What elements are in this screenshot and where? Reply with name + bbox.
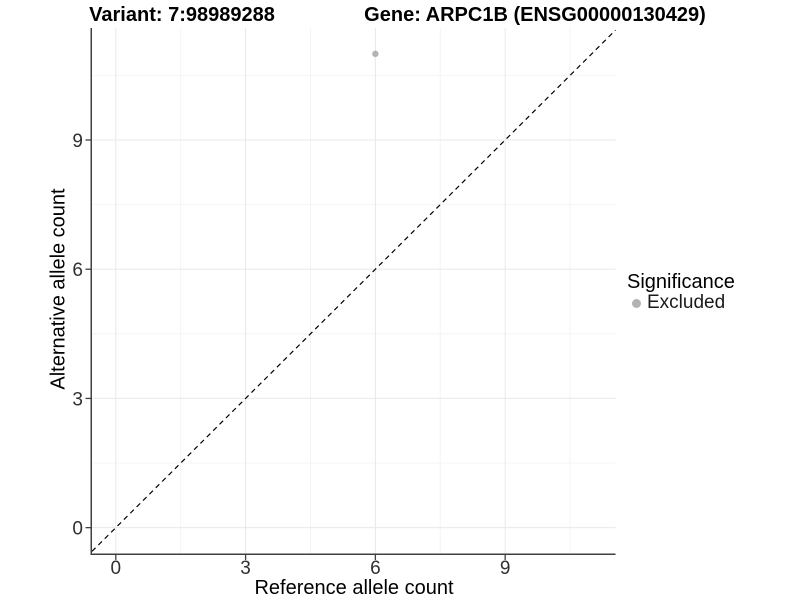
x-tick-label: 0 bbox=[111, 558, 122, 579]
y-tick-label: 6 bbox=[72, 260, 83, 281]
data-point bbox=[372, 50, 379, 58]
y-tick-label: 3 bbox=[72, 389, 83, 410]
legend-item-excluded: Excluded bbox=[627, 292, 735, 313]
x-tick-label: 9 bbox=[500, 558, 511, 579]
y-axis-title: Alternative allele count bbox=[47, 188, 70, 390]
y-tick-label: 0 bbox=[72, 519, 83, 540]
plot-title-variant: Variant: 7:98989288 bbox=[89, 4, 275, 26]
x-tick-label: 6 bbox=[370, 558, 381, 579]
legend-title: Significance bbox=[627, 271, 735, 293]
y-tick-label: 9 bbox=[72, 131, 83, 152]
x-axis-title: Reference allele count bbox=[254, 577, 454, 599]
legend: Significance Excluded bbox=[627, 271, 735, 313]
identity-line bbox=[91, 29, 616, 552]
legend-point-icon bbox=[632, 298, 641, 308]
x-tick-label: 3 bbox=[240, 558, 251, 579]
legend-item-label: Excluded bbox=[647, 292, 726, 313]
plot-title-gene: Gene: ARPC1B (ENSG00000130429) bbox=[364, 4, 706, 26]
